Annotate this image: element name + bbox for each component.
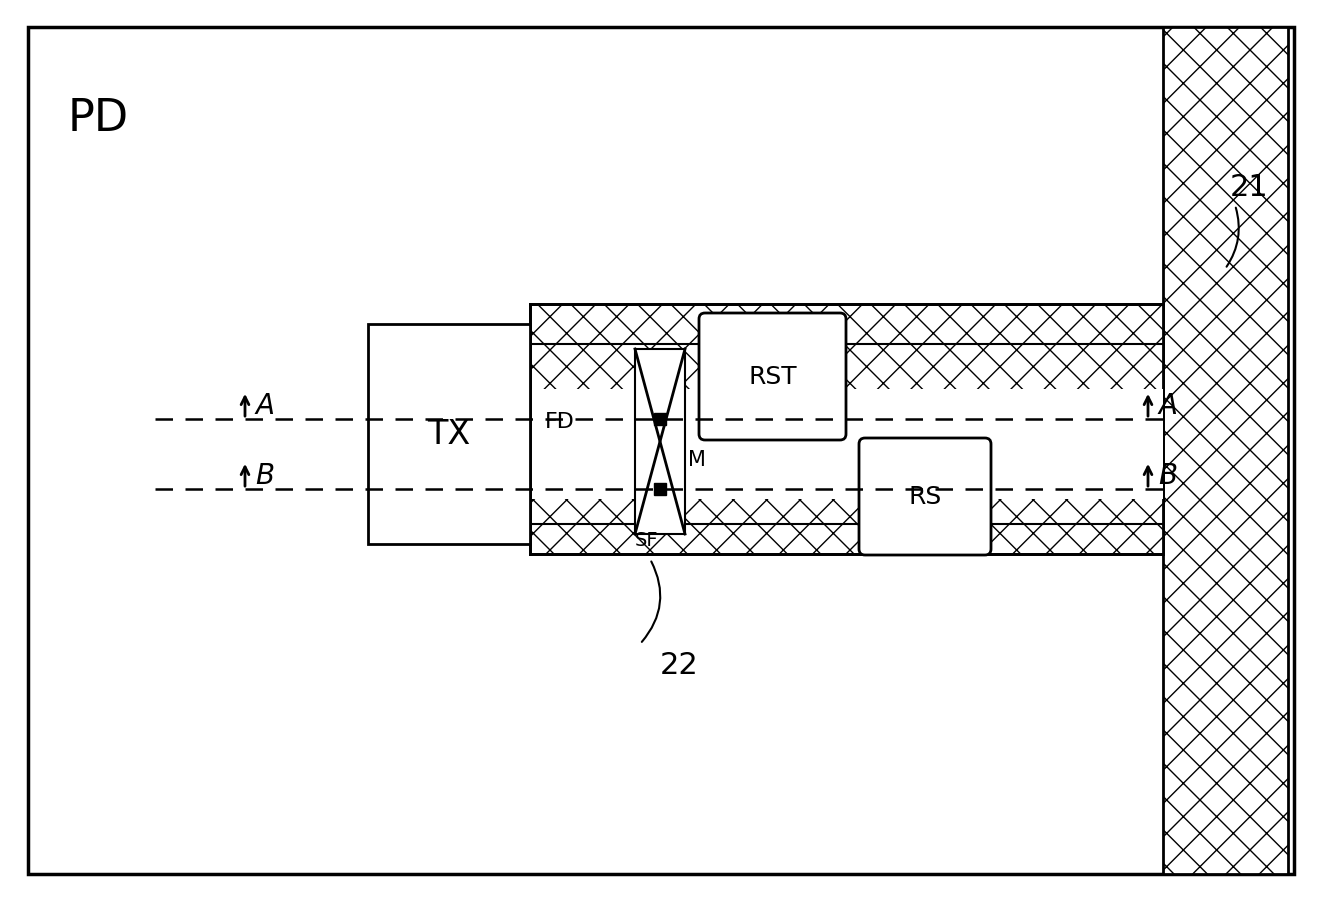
Text: TX: TX <box>427 418 471 451</box>
Text: FD: FD <box>545 411 575 431</box>
Bar <box>654 483 666 495</box>
FancyBboxPatch shape <box>699 314 846 440</box>
Text: 22: 22 <box>660 649 699 678</box>
Text: B: B <box>1158 462 1177 490</box>
Bar <box>530 390 1163 500</box>
Text: A: A <box>1158 391 1177 419</box>
Bar <box>635 350 685 534</box>
Bar <box>530 305 1163 555</box>
Text: RST: RST <box>748 365 797 389</box>
Text: SF: SF <box>635 529 658 549</box>
Text: PD: PD <box>67 97 130 139</box>
Text: A: A <box>255 391 274 419</box>
Text: 21: 21 <box>1229 173 1269 202</box>
Text: RS: RS <box>908 485 941 509</box>
Bar <box>368 325 530 545</box>
Bar <box>654 413 666 426</box>
FancyBboxPatch shape <box>859 438 992 556</box>
Text: B: B <box>255 462 274 490</box>
Bar <box>1163 28 1288 874</box>
Text: M: M <box>687 449 706 469</box>
